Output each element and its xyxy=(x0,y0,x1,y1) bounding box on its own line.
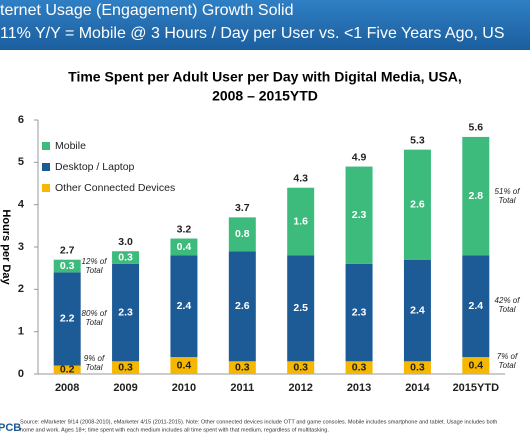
annotation: 51% of xyxy=(495,187,521,196)
x-tick-label: 2011 xyxy=(230,382,254,394)
annotation: 80% of xyxy=(82,309,108,318)
data-label: 0.3 xyxy=(118,251,133,263)
x-tick-label: 2008 xyxy=(55,382,79,394)
annotation: 42% of xyxy=(495,296,521,305)
data-label: 0.8 xyxy=(235,228,250,240)
bar-segment xyxy=(112,361,140,374)
x-tick-label: 2013 xyxy=(347,382,371,394)
data-label: 2.3 xyxy=(118,306,133,318)
annotation: 12% of xyxy=(82,257,108,266)
y-tick-label: 2 xyxy=(18,283,24,295)
bar-segment xyxy=(462,255,490,358)
total-label: 5.3 xyxy=(410,134,425,146)
data-label: 0.3 xyxy=(410,361,425,373)
data-label: 0.4 xyxy=(177,241,192,253)
bar-segment xyxy=(287,361,315,374)
legend-label: Mobile xyxy=(55,140,86,152)
chart-subtitle: 2008 – 2015YTD xyxy=(212,88,318,104)
data-label: 2.8 xyxy=(469,190,484,202)
total-label: 2.7 xyxy=(60,244,75,256)
data-label: 0.3 xyxy=(235,361,250,373)
x-tick-label: 2010 xyxy=(172,382,196,394)
bar-segment xyxy=(345,166,373,264)
annotation: Total xyxy=(85,266,102,275)
x-tick-label: 2012 xyxy=(288,382,312,394)
bar-segment xyxy=(228,251,256,362)
annotation: Total xyxy=(498,361,515,370)
data-label: 0.3 xyxy=(293,361,308,373)
total-label: 3.7 xyxy=(235,202,250,214)
y-tick-label: 6 xyxy=(18,114,24,126)
y-tick-label: 5 xyxy=(18,156,24,168)
data-label: 2.4 xyxy=(177,300,192,312)
legend-swatch xyxy=(42,184,50,192)
chart-title: Time Spent per Adult User per Day with D… xyxy=(68,69,462,85)
y-tick-label: 0 xyxy=(18,368,24,380)
bar-segment xyxy=(228,217,256,252)
y-tick-label: 3 xyxy=(18,241,24,253)
bar-segment xyxy=(228,361,256,374)
legend-label: Desktop / Laptop xyxy=(55,161,135,173)
bar-segment xyxy=(170,255,198,358)
annotation: Total xyxy=(498,196,515,205)
bar-segment xyxy=(462,136,490,256)
data-label: 0.2 xyxy=(60,364,75,376)
bar-segment xyxy=(345,361,373,374)
data-label: 2.6 xyxy=(410,198,425,210)
y-tick-label: 4 xyxy=(18,199,25,211)
total-label: 3.2 xyxy=(177,223,192,235)
bar-segment xyxy=(345,263,373,362)
bar-segment xyxy=(287,255,315,362)
data-label: 0.3 xyxy=(352,361,367,373)
data-label: 0.4 xyxy=(469,359,484,371)
footnote: home and work. Ages 18+; time spent with… xyxy=(20,427,329,433)
legend-swatch xyxy=(42,163,50,171)
bar-segment xyxy=(53,259,81,273)
data-label: 2.2 xyxy=(60,313,75,325)
total-label: 4.3 xyxy=(293,173,308,185)
logo: PCB xyxy=(0,422,21,434)
bar-segment xyxy=(403,259,431,362)
data-label: 1.6 xyxy=(293,215,308,227)
header-line2: 11% Y/Y = Mobile @ 3 Hours / Day per Use… xyxy=(0,25,504,42)
data-label: 2.6 xyxy=(235,300,250,312)
data-label: 0.3 xyxy=(118,361,133,373)
legend-label: Other Connected Devices xyxy=(55,182,175,194)
bar-segment xyxy=(53,365,81,374)
bar-segment xyxy=(112,263,140,362)
header-band xyxy=(0,0,530,50)
bar-segment xyxy=(287,187,315,256)
annotation: Total xyxy=(498,305,515,314)
annotation: 9% of xyxy=(84,354,105,363)
data-label: 0.3 xyxy=(60,260,75,272)
y-axis-label: Hours per Day xyxy=(0,209,12,285)
data-label: 0.4 xyxy=(177,359,192,371)
bar-segment xyxy=(170,357,198,374)
x-tick-label: 2015YTD xyxy=(453,382,500,394)
data-label: 2.3 xyxy=(352,209,367,221)
bar-segment xyxy=(403,361,431,374)
bar-segment xyxy=(462,357,490,374)
y-tick-label: 1 xyxy=(18,326,24,338)
header-line1: ternet Usage (Engagement) Growth Solid xyxy=(0,2,293,19)
bar-segment xyxy=(53,272,81,366)
annotation: 7% of xyxy=(497,352,518,361)
bar-segment xyxy=(403,149,431,260)
data-label: 2.5 xyxy=(293,302,308,314)
bar-segment xyxy=(170,238,198,256)
x-tick-label: 2014 xyxy=(405,382,430,394)
footnote: Source: eMarketer 9/14 (2008-2010), eMar… xyxy=(20,419,497,425)
legend-swatch xyxy=(42,142,50,150)
total-label: 5.6 xyxy=(469,122,484,134)
data-label: 2.4 xyxy=(469,300,484,312)
data-label: 2.4 xyxy=(410,304,425,316)
total-label: 4.9 xyxy=(352,151,367,163)
annotation: Total xyxy=(85,318,102,327)
annotation: Total xyxy=(85,363,102,372)
data-label: 2.3 xyxy=(352,306,367,318)
bar-segment xyxy=(112,251,140,264)
total-label: 3.0 xyxy=(118,236,133,248)
x-tick-label: 2009 xyxy=(113,382,137,394)
